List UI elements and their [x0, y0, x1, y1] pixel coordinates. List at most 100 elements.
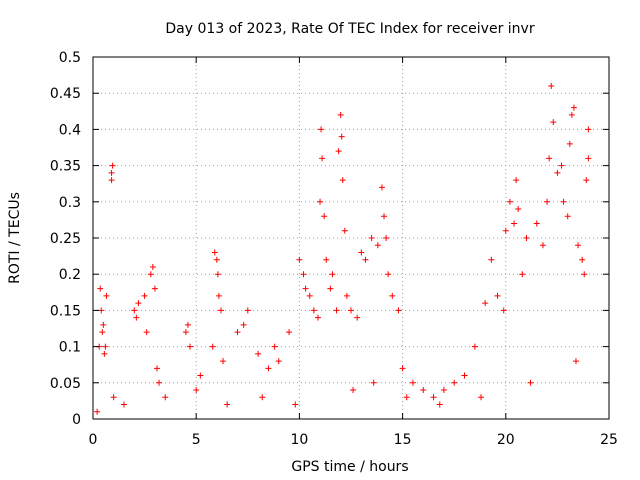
y-axis-label: ROTI / TECUs [7, 192, 23, 284]
data-point [98, 307, 105, 314]
data-point [100, 321, 107, 328]
data-point [488, 256, 495, 263]
data-point [255, 350, 262, 357]
data-point [300, 271, 307, 278]
data-point [482, 300, 489, 307]
data-point [151, 285, 158, 292]
y-tick-label: 0.05 [50, 376, 81, 392]
data-point [579, 256, 586, 263]
data-point [548, 82, 555, 89]
data-point [302, 285, 309, 292]
data-point [558, 162, 565, 169]
data-point [566, 140, 573, 147]
data-point [306, 292, 313, 299]
data-point [184, 321, 191, 328]
data-point [162, 394, 169, 401]
data-points [94, 82, 592, 415]
y-tick-label: 0.45 [50, 86, 81, 102]
y-tick-label: 0.3 [59, 195, 81, 211]
x-axis-label: GPS time / hours [291, 459, 408, 475]
data-point [217, 307, 224, 314]
y-tick-label: 0.5 [59, 50, 81, 66]
data-point [436, 401, 443, 408]
data-point [275, 358, 282, 365]
data-point [321, 213, 328, 220]
data-point [546, 155, 553, 162]
data-point [539, 242, 546, 249]
data-point [570, 104, 577, 111]
data-point [110, 394, 117, 401]
data-point [108, 169, 115, 176]
data-point [197, 372, 204, 379]
data-point [341, 227, 348, 234]
data-point [209, 343, 216, 350]
data-point [511, 220, 518, 227]
data-point [213, 256, 220, 263]
data-point [133, 314, 140, 321]
data-point [286, 329, 293, 336]
data-point [527, 379, 534, 386]
data-point [215, 292, 222, 299]
y-tick-label: 0.15 [50, 303, 81, 319]
data-point [564, 213, 571, 220]
data-point [156, 379, 163, 386]
data-point [296, 256, 303, 263]
data-point [381, 213, 388, 220]
data-point [554, 169, 561, 176]
data-point [244, 307, 251, 314]
data-point [451, 379, 458, 386]
data-point [583, 177, 590, 184]
data-point [348, 307, 354, 314]
data-point [103, 292, 110, 299]
data-point [314, 314, 321, 321]
data-point [108, 177, 115, 184]
chart-title: Day 013 of 2023, Rate Of TEC Index for r… [165, 21, 534, 37]
data-point [581, 271, 588, 278]
data-point [182, 329, 189, 336]
data-point [131, 307, 138, 314]
data-point [420, 387, 427, 394]
data-point [147, 271, 154, 278]
data-point [271, 343, 278, 350]
data-point [399, 365, 406, 372]
data-point [519, 271, 526, 278]
data-point [494, 292, 501, 299]
data-point [310, 307, 317, 314]
data-point [327, 285, 334, 292]
data-point [240, 321, 247, 328]
data-point [153, 365, 160, 372]
data-point [370, 379, 377, 386]
data-point [471, 343, 478, 350]
data-point [572, 358, 579, 365]
data-point [211, 249, 218, 256]
data-point [323, 256, 330, 263]
data-point [430, 394, 437, 401]
data-point [550, 119, 557, 126]
data-point [187, 343, 194, 350]
data-point [523, 235, 530, 241]
data-point [560, 198, 567, 205]
y-tick-label: 0.2 [59, 267, 81, 283]
grid-lines [93, 57, 609, 419]
data-point [354, 314, 361, 321]
data-point [502, 227, 509, 234]
data-point [109, 162, 116, 169]
data-point [101, 350, 108, 357]
data-point [234, 329, 241, 336]
data-point [265, 365, 272, 372]
data-point [358, 249, 365, 256]
data-point [343, 292, 350, 299]
data-point [385, 271, 392, 278]
data-point [513, 177, 520, 184]
data-point [350, 387, 357, 394]
data-point [506, 198, 513, 205]
data-point [135, 300, 142, 307]
y-tick-label: 0.1 [59, 340, 81, 356]
data-point [224, 401, 231, 408]
data-point [409, 379, 416, 386]
data-point [575, 242, 582, 249]
data-point [317, 198, 324, 205]
data-point [515, 206, 522, 213]
data-point [461, 372, 468, 379]
